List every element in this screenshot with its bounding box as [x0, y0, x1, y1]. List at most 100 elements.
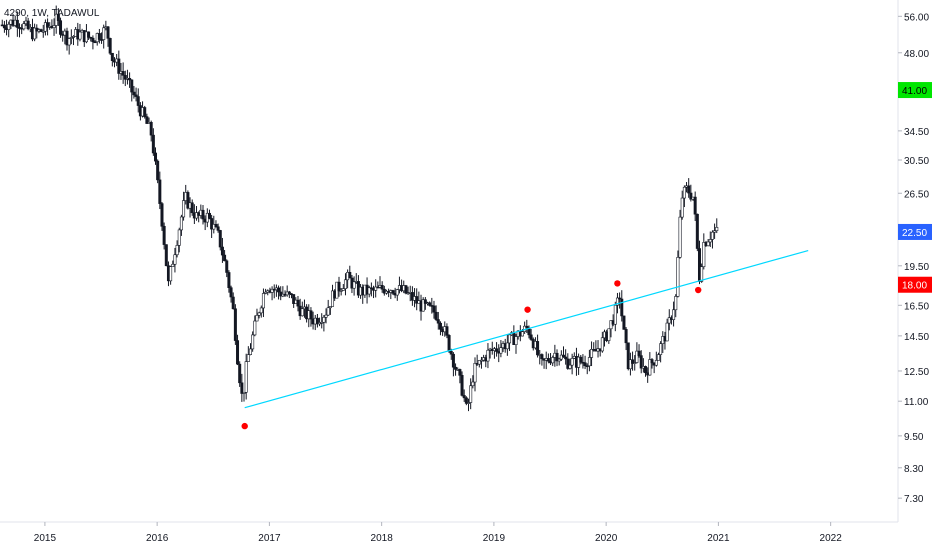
trendline[interactable] — [244, 249, 809, 409]
candle-body — [639, 355, 643, 369]
candle-body — [693, 196, 697, 215]
y-tick-label: 8.30 — [904, 464, 924, 475]
candle-body — [231, 296, 235, 310]
candle-body — [160, 203, 164, 227]
candle-body — [674, 296, 678, 311]
candle-body — [261, 293, 265, 309]
candle-body — [438, 322, 442, 330]
candle-body — [257, 312, 261, 316]
candle-body — [637, 350, 641, 356]
candle-body — [447, 335, 451, 352]
candle-body — [622, 315, 626, 330]
candle-body — [620, 298, 624, 317]
candle-body — [473, 363, 477, 383]
candle-body — [100, 39, 104, 41]
candle-body — [615, 297, 619, 306]
candle-body — [695, 213, 699, 249]
candle-body — [190, 202, 194, 214]
candle-body — [253, 320, 257, 336]
candle-body — [214, 224, 218, 228]
candle-body — [672, 309, 676, 320]
candle-body — [423, 299, 427, 304]
candle-body — [715, 227, 719, 231]
candle-body — [156, 160, 160, 181]
x-tick-label: 2016 — [146, 533, 169, 544]
price-label-text: 18.00 — [902, 281, 927, 292]
x-tick-label: 2015 — [34, 533, 57, 544]
plot-area[interactable] — [0, 5, 809, 430]
marker-dot — [694, 286, 702, 294]
candle-body — [331, 290, 335, 307]
candle-body — [607, 328, 611, 341]
candle-body — [22, 23, 26, 30]
candle-body — [240, 382, 244, 394]
price-label-badge — [898, 82, 932, 99]
candle-body — [26, 20, 30, 30]
candle-body — [486, 349, 490, 362]
candle-body — [227, 272, 231, 288]
candle-body — [223, 254, 227, 262]
candle-body — [551, 357, 555, 364]
candle-body — [421, 299, 425, 312]
candle-body — [182, 200, 186, 218]
y-tick-label: 11.00 — [904, 397, 929, 408]
candle-body — [566, 358, 570, 369]
candle-body — [624, 329, 628, 344]
candle-body — [59, 20, 63, 35]
candle-body — [434, 311, 438, 320]
candle-body — [69, 37, 73, 39]
candle-body — [650, 359, 654, 364]
y-tick-label: 16.50 — [904, 301, 929, 312]
candle-body — [706, 241, 710, 247]
candle-body — [93, 41, 97, 44]
candle-body — [635, 350, 639, 363]
x-tick-label: 2018 — [371, 533, 394, 544]
candle-body — [154, 152, 158, 162]
candle-body — [248, 348, 252, 355]
candle-body — [149, 122, 153, 136]
y-tick-label: 7.30 — [904, 494, 924, 505]
candle-body — [91, 37, 95, 43]
candle-body — [145, 116, 149, 124]
candle-body — [210, 218, 214, 230]
candle-body — [380, 285, 384, 290]
candle-body — [702, 242, 706, 268]
candle-body — [233, 308, 237, 341]
candle-body — [665, 322, 669, 342]
y-axis[interactable]: 56.00 48.00 34.50 30.50 26.50 19.50 16.50 14.50… — [898, 12, 929, 505]
candle-body — [41, 30, 45, 33]
candle-body — [564, 356, 568, 360]
candle-body — [246, 354, 250, 362]
candle-body — [609, 320, 613, 330]
candle-body — [654, 360, 658, 366]
x-tick-label: 2021 — [707, 533, 730, 544]
candle-body — [242, 391, 246, 394]
candle-body — [583, 362, 587, 367]
candle-body — [374, 286, 378, 291]
candle-body — [225, 260, 229, 273]
y-tick-label: 48.00 — [904, 49, 929, 60]
candle-body — [56, 13, 60, 21]
candle-body — [324, 314, 328, 318]
candle-body — [462, 395, 466, 399]
candle-body — [173, 254, 177, 265]
candle-body — [667, 317, 671, 324]
candle-body — [322, 316, 326, 323]
candle-body — [477, 360, 481, 365]
candle-body — [179, 216, 183, 231]
candle-body — [175, 245, 179, 256]
y-tick-label: 30.50 — [904, 156, 929, 167]
candle-body — [264, 291, 268, 294]
candle-body — [689, 192, 693, 200]
candle-body — [631, 359, 635, 364]
y-tick-label: 12.50 — [904, 367, 929, 378]
candle-body — [158, 179, 162, 204]
y-tick-label: 34.50 — [904, 127, 929, 138]
candle-body — [186, 192, 190, 209]
x-tick-label: 2020 — [595, 533, 618, 544]
candle-body — [2, 24, 6, 29]
candle-body — [328, 306, 332, 309]
marker-dot — [614, 280, 621, 287]
x-axis[interactable]: 2015 2016 2017 2018 2019 2020 2021 2022 — [34, 522, 842, 544]
